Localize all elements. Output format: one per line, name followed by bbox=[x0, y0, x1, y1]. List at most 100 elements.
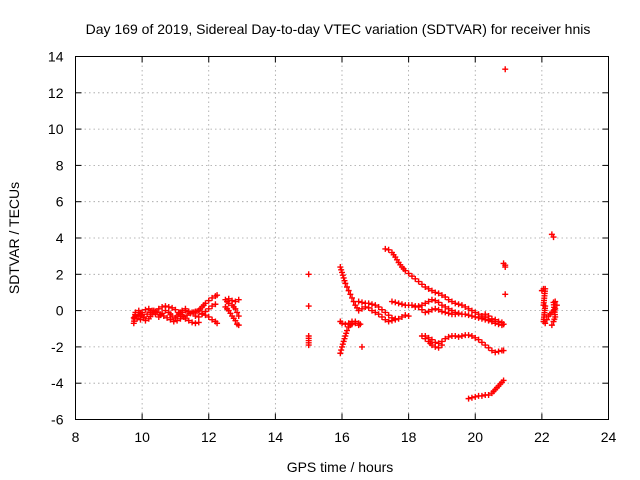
data-point bbox=[502, 291, 509, 298]
data-point bbox=[458, 333, 465, 340]
data-point bbox=[182, 307, 189, 314]
data-point bbox=[195, 319, 202, 326]
data-point bbox=[341, 277, 348, 284]
data-point bbox=[432, 305, 439, 312]
data-point bbox=[225, 295, 232, 302]
data-point bbox=[485, 344, 492, 351]
data-point bbox=[162, 307, 169, 314]
data-point bbox=[388, 317, 395, 324]
data-point bbox=[455, 333, 462, 340]
data-point bbox=[339, 343, 345, 350]
data-point bbox=[382, 316, 389, 323]
data-point bbox=[455, 310, 462, 317]
x-tick-label: 10 bbox=[134, 429, 150, 445]
data-point bbox=[428, 336, 435, 343]
data-point bbox=[468, 394, 475, 401]
data-point bbox=[442, 303, 449, 310]
data-point bbox=[495, 318, 502, 325]
data-point bbox=[422, 309, 429, 316]
data-point bbox=[368, 307, 375, 314]
data-point bbox=[339, 320, 345, 327]
data-point bbox=[543, 316, 550, 323]
y-tick-label: -6 bbox=[51, 412, 64, 428]
data-point bbox=[229, 297, 236, 304]
data-point bbox=[472, 313, 479, 320]
y-tick-label: 14 bbox=[48, 49, 64, 65]
data-point bbox=[209, 316, 216, 323]
data-point bbox=[343, 327, 350, 334]
data-point bbox=[438, 342, 445, 349]
data-point bbox=[342, 321, 349, 328]
y-tick-label: -2 bbox=[51, 339, 64, 355]
data-point bbox=[202, 300, 209, 307]
y-tick-label: 0 bbox=[56, 303, 64, 319]
data-point bbox=[199, 311, 206, 318]
data-point bbox=[438, 302, 445, 309]
data-point bbox=[428, 287, 435, 294]
data-point bbox=[375, 311, 382, 318]
data-point bbox=[435, 306, 442, 313]
data-point bbox=[502, 264, 509, 271]
data-point bbox=[378, 313, 385, 320]
data-point bbox=[500, 347, 507, 354]
data-point bbox=[428, 306, 435, 313]
data-point bbox=[214, 292, 221, 299]
data-point bbox=[140, 313, 147, 320]
data-point bbox=[408, 273, 415, 280]
data-point bbox=[337, 264, 344, 271]
data-point bbox=[402, 312, 409, 319]
data-point bbox=[385, 246, 392, 253]
data-point bbox=[235, 296, 242, 303]
y-tick-label: 4 bbox=[56, 230, 64, 246]
data-point bbox=[550, 318, 557, 325]
data-point bbox=[485, 391, 492, 398]
data-point bbox=[340, 274, 347, 281]
data-point bbox=[305, 271, 312, 278]
data-point bbox=[355, 298, 362, 305]
data-point bbox=[170, 318, 177, 325]
data-point bbox=[412, 303, 419, 310]
x-tick-label: 14 bbox=[268, 429, 284, 445]
data-point bbox=[398, 301, 405, 308]
data-point bbox=[337, 350, 344, 357]
data-point bbox=[432, 343, 439, 350]
data-point bbox=[418, 281, 425, 288]
data-point bbox=[395, 300, 402, 307]
data-point bbox=[235, 313, 242, 320]
data-point bbox=[438, 292, 445, 299]
data-point bbox=[142, 306, 149, 313]
data-point bbox=[202, 308, 209, 315]
x-tick-label: 18 bbox=[401, 429, 417, 445]
data-point bbox=[452, 333, 459, 340]
data-point bbox=[340, 338, 347, 345]
data-point bbox=[305, 303, 312, 310]
y-tick-label: 8 bbox=[56, 157, 64, 173]
data-point bbox=[185, 317, 192, 324]
data-point bbox=[362, 303, 369, 310]
data-point bbox=[192, 313, 199, 320]
data-point bbox=[234, 309, 241, 316]
data-point bbox=[209, 303, 216, 310]
data-point bbox=[478, 392, 485, 399]
data-point bbox=[442, 293, 449, 300]
data-point bbox=[209, 294, 216, 301]
data-point bbox=[468, 307, 475, 314]
data-point bbox=[488, 347, 495, 354]
data-point bbox=[415, 278, 422, 285]
data-point bbox=[139, 309, 146, 316]
data-point bbox=[472, 393, 479, 400]
data-point bbox=[468, 313, 475, 320]
data-point bbox=[495, 348, 502, 355]
data-point bbox=[422, 284, 429, 291]
data-point bbox=[485, 313, 492, 320]
data-point bbox=[405, 270, 412, 277]
data-point bbox=[475, 314, 482, 321]
data-point bbox=[412, 275, 419, 282]
data-point bbox=[339, 341, 346, 348]
data-point bbox=[169, 304, 176, 311]
data-point bbox=[185, 308, 192, 315]
data-point bbox=[358, 299, 365, 306]
data-point bbox=[402, 267, 409, 274]
